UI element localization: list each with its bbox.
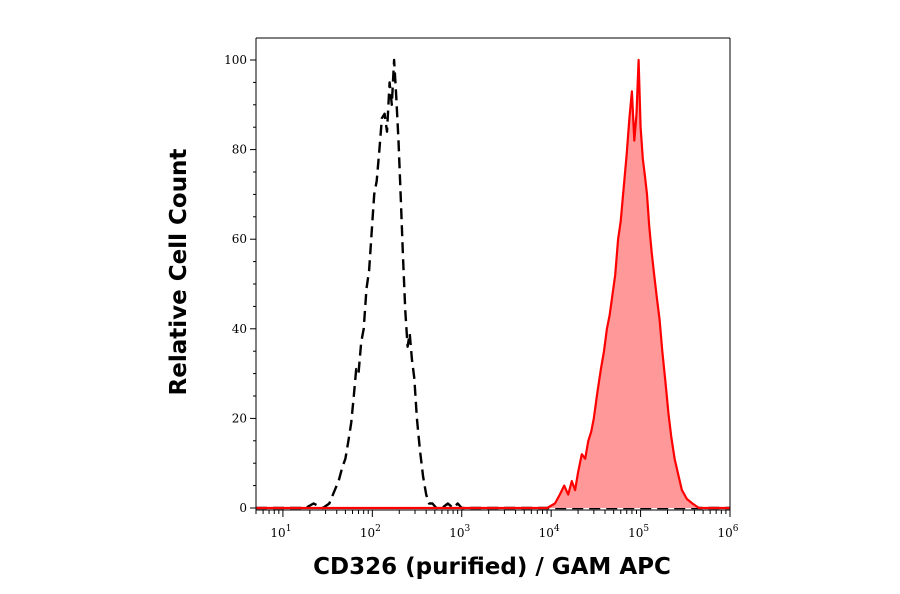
- y-tick-label: 0: [239, 501, 247, 515]
- x-tick-exponent: 6: [733, 524, 739, 534]
- x-tick-base: 10: [717, 526, 732, 540]
- x-tick-base: 10: [539, 526, 554, 540]
- series-1-fill: [256, 60, 730, 508]
- x-tick-label: 102: [360, 524, 381, 540]
- x-tick-exponent: 5: [643, 524, 649, 534]
- x-tick-label: 101: [270, 524, 291, 540]
- axes-layer: [255, 37, 731, 511]
- x-tick-label: 106: [717, 524, 738, 540]
- x-tick-exponent: 2: [375, 524, 381, 534]
- y-tick-label: 60: [232, 232, 247, 246]
- series-1-line: [256, 58, 730, 510]
- y-tick-label: 80: [232, 143, 247, 157]
- x-tick-base: 10: [628, 526, 643, 540]
- x-tick-exponent: 4: [554, 524, 560, 534]
- series-0-line: [256, 58, 730, 510]
- x-tick-exponent: 3: [465, 524, 471, 534]
- x-tick-label: 104: [539, 524, 560, 540]
- x-axis-title: CD326 (purified) / GAM APC: [313, 554, 671, 580]
- series-layer: [256, 58, 730, 510]
- x-tick-exponent: 1: [286, 524, 292, 534]
- y-axis-title: Relative Cell Count: [166, 149, 192, 396]
- x-tick-label: 105: [628, 524, 649, 540]
- x-tick-label: 103: [449, 524, 470, 540]
- x-tick-base: 10: [270, 526, 285, 540]
- y-tick-label: 100: [224, 53, 247, 67]
- y-tick-label: 20: [232, 411, 247, 425]
- x-tick-base: 10: [449, 526, 464, 540]
- y-tick-label: 40: [232, 322, 247, 336]
- x-tick-base: 10: [360, 526, 375, 540]
